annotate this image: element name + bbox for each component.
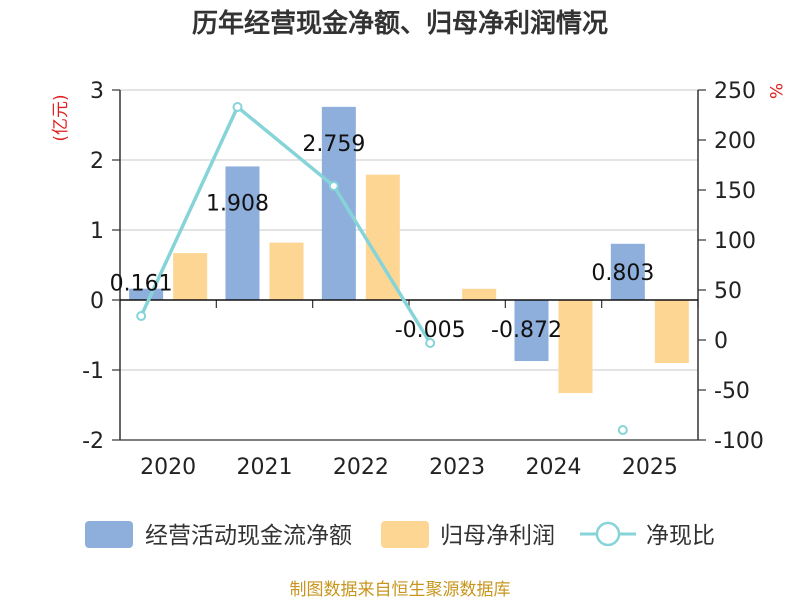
data-labels: 0.161 1.908 2.759 -0.005 -0.872 0.803 <box>110 132 655 343</box>
data-label-2020: 0.161 <box>110 272 173 297</box>
left-tick-label-3: 0 <box>90 289 104 314</box>
x-tick-label-2025: 2025 <box>622 455 678 480</box>
bar-cashflow-2021 <box>225 166 260 300</box>
right-tick-label-7: -100 <box>714 429 764 454</box>
ratio-line-segment-0 <box>139 104 432 344</box>
bar-cashflow-2020 <box>129 288 164 300</box>
ratio-point-2025 <box>617 425 628 435</box>
right-axis-unit: % <box>765 83 785 99</box>
data-label-2023: -0.005 <box>395 318 466 343</box>
data-label-2021: 1.908 <box>206 191 269 216</box>
bar-cashflow-2025 <box>610 243 645 300</box>
left-tick-label-2: 1 <box>90 219 104 244</box>
x-tick-label-2024: 2024 <box>526 455 582 480</box>
right-tick-label-6: -50 <box>714 379 750 404</box>
bar-cashflow-2024 <box>514 300 549 362</box>
right-tick-label-0: 250 <box>714 79 756 104</box>
left-tick-label-0: 3 <box>90 79 104 104</box>
bar-profit-2025 <box>654 300 689 363</box>
legend-label-profit: 归母净利润 <box>440 523 555 549</box>
legend-label-ratio: 净现比 <box>646 523 715 549</box>
right-tick-label-2: 150 <box>714 179 756 204</box>
tick-labels: 3 2 1 0 -1 -2 250 200 150 100 50 0 -50 -100 2020 2021 20… <box>82 79 764 480</box>
legend-swatch-cashflow <box>85 521 133 548</box>
bar-profit-2022 <box>365 174 400 300</box>
data-label-2025: 0.803 <box>591 261 654 286</box>
left-tick-label-4: -1 <box>82 359 104 384</box>
x-tick-label-2021: 2021 <box>237 455 293 480</box>
x-tick-label-2020: 2020 <box>140 455 196 480</box>
ratio-point-2023 <box>425 338 436 348</box>
bar-profit-2023 <box>462 288 497 300</box>
left-axis-unit: (亿元) <box>51 94 71 141</box>
legend-marker-ratio <box>595 521 621 547</box>
axes <box>112 89 706 441</box>
data-label-2022: 2.759 <box>302 132 365 157</box>
right-tick-label-3: 100 <box>714 229 756 254</box>
legend: 经营活动现金流净额 归母净利润 净现比 <box>85 521 715 549</box>
bar-profit-2020 <box>173 253 208 300</box>
left-tick-label-1: 2 <box>90 149 104 174</box>
right-tick-label-1: 200 <box>714 129 756 154</box>
chart-title: 历年经营现金净额、归母净利润情况 <box>192 8 608 39</box>
ratio-line <box>136 102 628 435</box>
left-tick-label-5: -2 <box>82 429 104 454</box>
x-tick-label-2022: 2022 <box>333 455 389 480</box>
data-label-2024: -0.872 <box>491 318 562 343</box>
source-note: 制图数据来自恒生聚源数据库 <box>290 580 511 600</box>
ratio-point-2022 <box>328 181 339 191</box>
right-tick-label-5: 0 <box>714 329 728 354</box>
legend-label-cashflow: 经营活动现金流净额 <box>145 523 352 549</box>
bar-profit-2021 <box>269 242 304 300</box>
right-tick-label-4: 50 <box>714 279 742 304</box>
bar-profit-2024 <box>558 300 593 394</box>
ratio-point-2020 <box>136 311 147 321</box>
bars <box>129 106 689 394</box>
bar-cashflow-2022 <box>321 106 356 301</box>
legend-swatch-profit <box>381 521 429 548</box>
ratio-point-2021 <box>232 102 243 112</box>
x-tick-label-2023: 2023 <box>429 455 485 480</box>
